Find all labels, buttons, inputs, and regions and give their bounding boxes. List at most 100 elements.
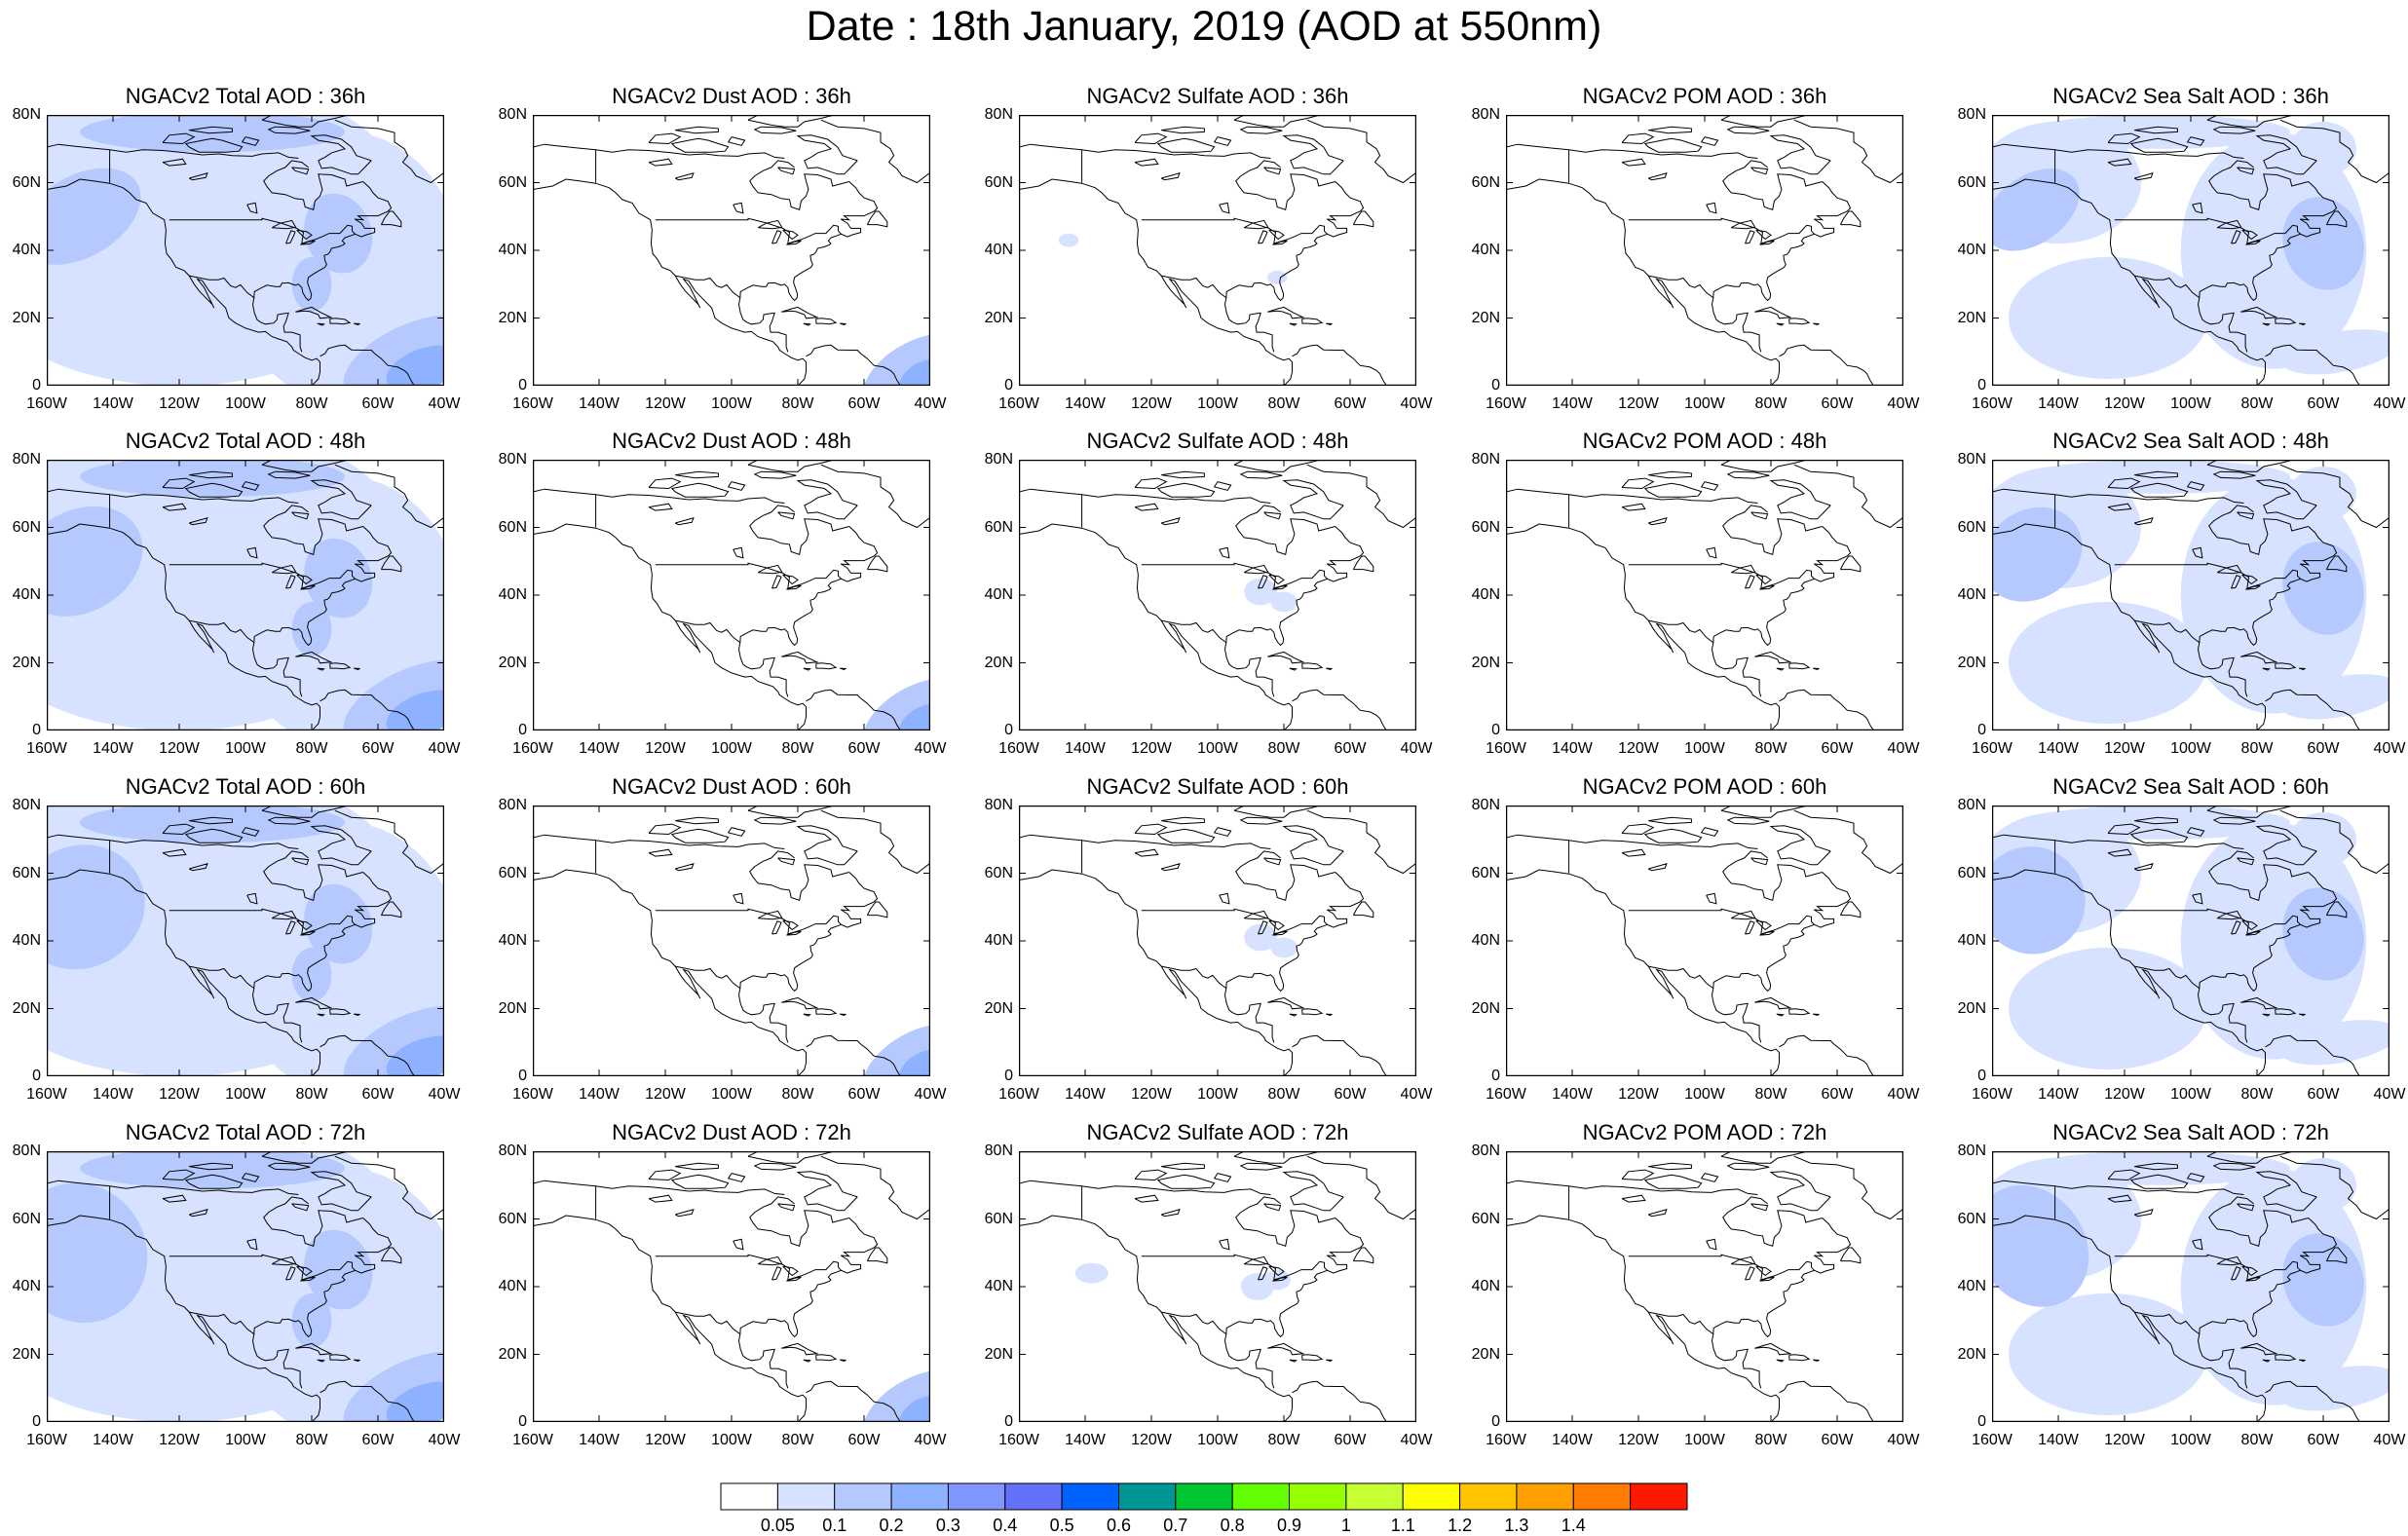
coastline [296, 919, 313, 931]
x-tick-label: 100W [711, 740, 752, 757]
coastline [184, 482, 244, 498]
coastline [1160, 517, 1181, 526]
coastline [1213, 481, 1232, 491]
colorbar-swatch [1402, 1482, 1461, 1511]
map-panel [47, 805, 444, 1076]
coastline [806, 344, 901, 386]
x-tick-label: 160W [1972, 740, 2013, 757]
coastline [1992, 143, 2244, 159]
coastline [1711, 872, 1852, 1043]
coastline [675, 126, 719, 134]
coastline [1788, 1008, 1811, 1016]
coastline [1263, 857, 1282, 866]
coastline [271, 219, 297, 230]
colorbar-label: 0.9 [1277, 1516, 1302, 1535]
y-tick-label: 60N [1957, 518, 1986, 536]
coastline [2325, 901, 2348, 918]
coastline [2265, 344, 2360, 386]
coastline [1156, 1174, 1216, 1189]
map-svg [1019, 1151, 1416, 1422]
coastline [271, 910, 297, 920]
map-panel [1506, 805, 1903, 1076]
colorbar-swatch [1345, 1482, 1404, 1511]
coastline [820, 805, 930, 875]
y-tick-label: 40N [1957, 586, 1986, 603]
x-tick-label: 140W [1065, 1086, 1106, 1103]
panel-title: NGACv2 POM AOD : 72h [1582, 1120, 1827, 1144]
aod-shading [1992, 1184, 2089, 1307]
coastline [189, 816, 233, 825]
x-tick-label: 160W [26, 740, 67, 757]
y-tick-label: 60N [12, 1210, 41, 1227]
coastline [866, 555, 888, 573]
coastline [2197, 1218, 2338, 1389]
coastline [1839, 1247, 1862, 1264]
coastline [1134, 1194, 1159, 1203]
y-tick-label: 80N [1957, 1143, 1986, 1159]
x-tick-label: 80W [2240, 1086, 2274, 1103]
coastline [2231, 575, 2241, 589]
coastline [295, 1342, 333, 1356]
map-svg [47, 115, 444, 386]
coastline [2197, 526, 2338, 697]
coastline [1726, 470, 1770, 479]
x-tick-label: 80W [1267, 1086, 1300, 1103]
y-tick-label: 40N [498, 586, 527, 603]
coastline [2206, 1151, 2294, 1164]
coastline [733, 546, 744, 559]
y-tick-label: 40N [984, 932, 1013, 949]
x-tick-label: 40W [2373, 1432, 2406, 1448]
coastline [1019, 143, 1271, 159]
x-tick-label: 140W [93, 1432, 133, 1448]
x-tick-label: 160W [1972, 395, 2013, 412]
x-tick-label: 80W [1267, 395, 1300, 412]
y-tick-label: 40N [1471, 1278, 1500, 1294]
coastline [1506, 834, 1758, 849]
coastline [1267, 651, 1305, 664]
coastline [1621, 1169, 1655, 1181]
y-tick-label: 60N [1471, 173, 1500, 191]
x-tick-label: 60W [361, 1086, 395, 1103]
coastline [1160, 1209, 1181, 1218]
coastline [806, 1380, 901, 1422]
map-panel [1506, 1151, 1903, 1422]
coastline [310, 479, 372, 520]
map-svg [1992, 1151, 2389, 1422]
x-tick-label: 80W [1754, 1432, 1787, 1448]
coastline [1759, 584, 1775, 590]
coastline [169, 562, 356, 589]
coastline [1706, 1238, 1717, 1251]
panel-title: NGACv2 Sulfate AOD : 36h [1086, 84, 1349, 108]
x-tick-label: 140W [2038, 1086, 2079, 1103]
x-tick-label: 40W [914, 395, 947, 412]
coastline [1755, 1265, 1772, 1277]
coastline [1213, 1173, 1232, 1182]
coastline [1213, 827, 1232, 837]
x-tick-label: 80W [1754, 1086, 1787, 1103]
x-tick-label: 160W [26, 1432, 67, 1448]
coastline [320, 344, 415, 386]
coastline [533, 143, 785, 159]
x-tick-label: 60W [847, 1086, 881, 1103]
coastline [1720, 115, 1808, 128]
coastline [2206, 115, 2294, 128]
coastline [317, 1359, 325, 1363]
coastline [840, 322, 847, 326]
y-tick-label: 20N [984, 1345, 1013, 1363]
x-tick-label: 120W [159, 395, 200, 412]
coastline [815, 1354, 838, 1362]
map-panel [1019, 1151, 1416, 1422]
colorbar-swatch [1004, 1482, 1063, 1511]
coastline [670, 482, 730, 498]
coastline [1161, 1311, 1227, 1335]
y-tick-label: 0 [1491, 1068, 1500, 1084]
coastline [1755, 919, 1772, 931]
coastline [1282, 825, 1344, 866]
coastline [796, 134, 858, 175]
x-tick-label: 100W [225, 740, 266, 757]
y-tick-label: 40N [12, 242, 41, 258]
coastline [1134, 848, 1159, 857]
x-tick-label: 100W [711, 1086, 752, 1103]
aod-shading [1992, 169, 2080, 251]
coastline [1711, 1218, 1852, 1389]
